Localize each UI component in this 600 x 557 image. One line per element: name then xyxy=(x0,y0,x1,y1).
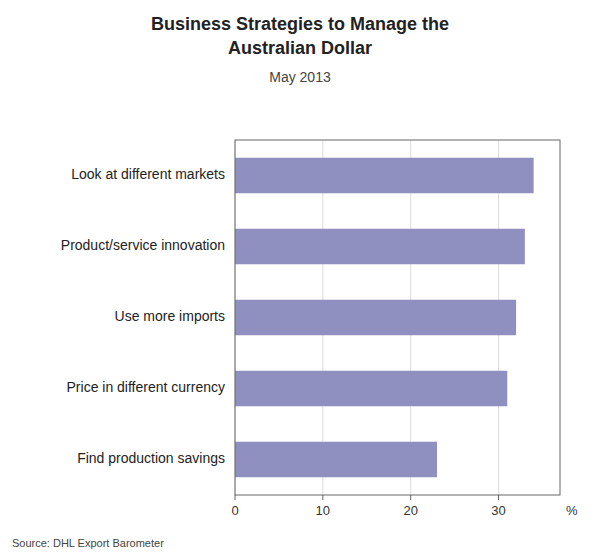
bars xyxy=(235,158,534,478)
bar xyxy=(235,442,437,478)
tick-label: 10 xyxy=(316,503,330,518)
tick-label: 0 xyxy=(231,503,238,518)
subtitle: May 2013 xyxy=(269,69,331,85)
category-label: Look at different markets xyxy=(71,166,225,182)
tick-mark xyxy=(322,495,323,500)
category-label: Price in different currency xyxy=(67,379,225,395)
source: Source: DHL Export Barometer xyxy=(12,537,164,549)
plot-frame xyxy=(235,140,560,495)
tick-label: 20 xyxy=(403,503,417,518)
category-label: Use more imports xyxy=(115,308,225,324)
bar xyxy=(235,300,516,336)
category-label: Product/service innovation xyxy=(61,237,225,253)
bar xyxy=(235,229,525,265)
chart-container: Business Strategies to Manage the Austral… xyxy=(0,0,600,557)
title: Business Strategies to Manage the Austral… xyxy=(151,14,449,58)
title-line: Business Strategies to Manage the xyxy=(151,14,449,34)
tick-mark xyxy=(410,495,411,500)
x-axis-label: % xyxy=(566,503,578,518)
tick-mark xyxy=(498,495,499,500)
chart-svg: Business Strategies to Manage the Austral… xyxy=(0,0,600,557)
tick-label: 30 xyxy=(491,503,505,518)
tick-mark xyxy=(235,495,236,500)
bar xyxy=(235,158,534,194)
category-label: Find production savings xyxy=(77,450,225,466)
title-line: Australian Dollar xyxy=(228,38,372,58)
bar xyxy=(235,371,507,407)
